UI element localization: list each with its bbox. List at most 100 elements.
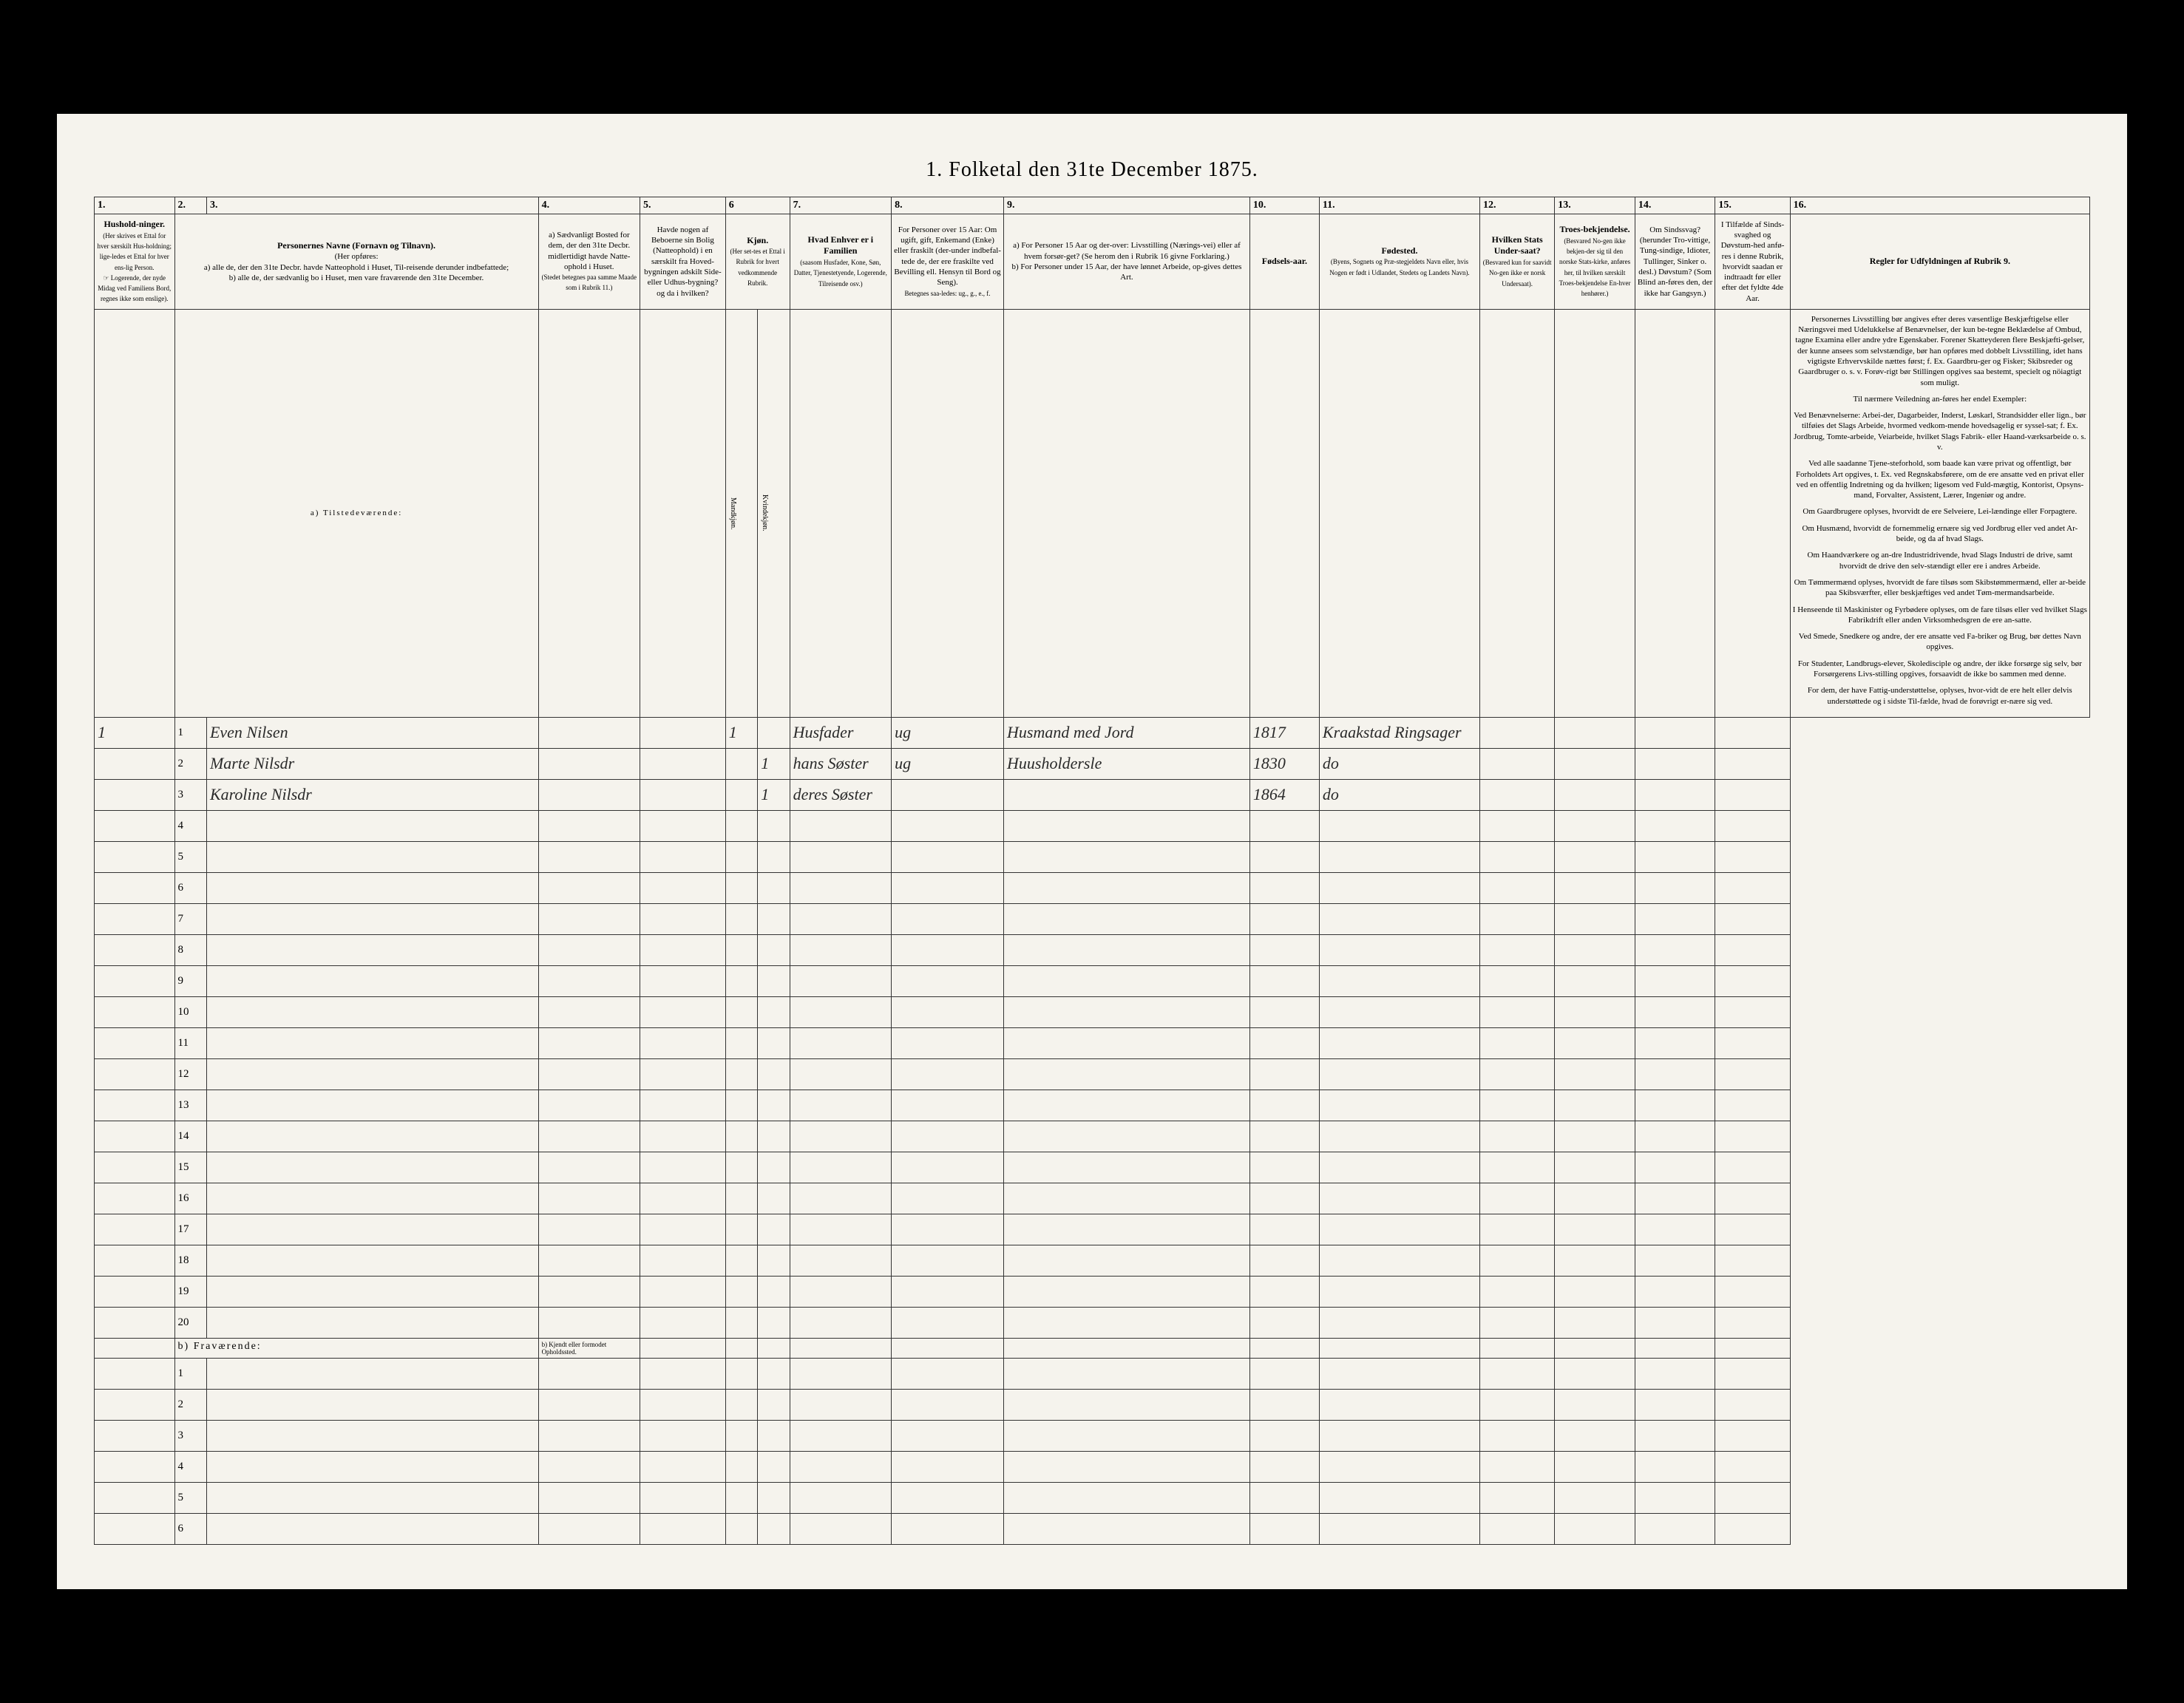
- row-num: 12: [174, 1058, 206, 1090]
- row-num: 15: [174, 1152, 206, 1183]
- row-num: 3: [174, 1420, 206, 1451]
- header-row: Hushold-ninger. (Her skrives et Ettal fo…: [95, 214, 2090, 310]
- table-row: 11: [95, 1027, 2090, 1058]
- fam-cell: [95, 748, 175, 779]
- table-row: 13: [95, 1090, 2090, 1121]
- row-num: 6: [174, 872, 206, 903]
- row-num: 20: [174, 1307, 206, 1338]
- row-num: 3: [174, 779, 206, 810]
- row-num: 19: [174, 1276, 206, 1307]
- female-cell: 1: [758, 748, 790, 779]
- col-num: 1.: [95, 197, 175, 214]
- instr-p6: Om Husmænd, hvorvidt de fornemmelig ernæ…: [1793, 523, 2087, 545]
- table-row: 14: [95, 1121, 2090, 1152]
- instr-p7: Om Haandværkere og an-dre Industridriven…: [1793, 550, 2087, 571]
- h4: a) Sædvanligt Bosted for dem, der den 31…: [538, 214, 640, 310]
- h6-m: Mandkjøn.: [725, 309, 757, 717]
- absent-col4: b) Kjendt eller formodet Opholdssted.: [538, 1338, 640, 1358]
- table-row: 20: [95, 1307, 2090, 1338]
- absent-header-row: b) Fraværende: b) Kjendt eller formodet …: [95, 1338, 2090, 1358]
- row-num: 8: [174, 934, 206, 965]
- page-title: 1. Folketal den 31te December 1875.: [94, 158, 2090, 182]
- col-num: 16.: [1790, 197, 2089, 214]
- h11: Fødested. (Byens, Sognets og Præ-stegjel…: [1319, 214, 1479, 310]
- name-cell: Even Nilsen: [206, 717, 538, 748]
- instr-p4: Ved alle saadanne Tjene-steforhold, som …: [1793, 458, 2087, 500]
- h1-label: Hushold-ninger.: [104, 219, 165, 229]
- table-row: 5: [95, 1482, 2090, 1513]
- table-row: 6: [95, 872, 2090, 903]
- col-num: 11.: [1319, 197, 1479, 214]
- col-num: 12.: [1480, 197, 1555, 214]
- instr-p2: Til nærmere Veiledning an-føres her ende…: [1793, 394, 2087, 404]
- row-num: 5: [174, 841, 206, 872]
- h9-b: b) For Personer under 15 Aar, der have l…: [1012, 262, 1242, 282]
- row-num: 1: [174, 717, 206, 748]
- h3-b: b) alle de, der sædvanlig bo i Huset, me…: [229, 273, 484, 282]
- h8: For Personer over 15 Aar: Om ugift, gift…: [892, 214, 1004, 310]
- instr-p3: Ved Benævnelserne: Arbei-der, Dagarbeide…: [1793, 410, 2087, 452]
- col-num: 6: [725, 197, 790, 214]
- year-cell: 1864: [1249, 779, 1319, 810]
- occupation-cell: Huusholdersle: [1004, 748, 1250, 779]
- h13-sub: (Besvared No-gen ikke bekjen-der sig til…: [1559, 237, 1631, 297]
- table-row: 1: [95, 1358, 2090, 1389]
- h6-label: Kjøn.: [747, 235, 768, 245]
- row-num: 9: [174, 965, 206, 996]
- table-row: 8: [95, 934, 2090, 965]
- instr-p10: Ved Smede, Snedkere og andre, der ere an…: [1793, 631, 2087, 653]
- h10-label: Fødsels-aar.: [1262, 256, 1307, 266]
- female-cell: 1: [758, 779, 790, 810]
- present-section: a) Tilstedeværende:: [174, 309, 538, 717]
- table-row: 16: [95, 1183, 2090, 1214]
- h14: Om Sindssvag? (herunder Tro-vittige, Tun…: [1635, 214, 1715, 310]
- table-row: 12: [95, 1058, 2090, 1090]
- col-num: 15.: [1715, 197, 1790, 214]
- male-cell: [725, 779, 757, 810]
- place-cell: do: [1319, 779, 1479, 810]
- h8-note: Betegnes saa-ledes: ug., g., e., f.: [905, 290, 991, 297]
- table-row: 18: [95, 1245, 2090, 1276]
- h9-a: a) For Personer 15 Aar og der-over: Livs…: [1013, 241, 1241, 260]
- col-num: 10.: [1249, 197, 1319, 214]
- census-form-page: 1. Folketal den 31te December 1875. 1. 2…: [57, 114, 2127, 1589]
- h1-note: ☞ Logerende, der nyde Midag ved Familien…: [98, 274, 171, 303]
- row-num: 4: [174, 810, 206, 841]
- h12-sub: (Besvared kun for saavidt No-gen ikke er…: [1483, 259, 1552, 288]
- year-cell: 1817: [1249, 717, 1319, 748]
- h13-label: Troes-bekjendelse.: [1559, 224, 1629, 234]
- h11-sub: (Byens, Sognets og Præ-stegjeldets Navn …: [1329, 258, 1469, 276]
- female-cell: [758, 717, 790, 748]
- h10: Fødsels-aar.: [1249, 214, 1319, 310]
- h7-label: Hvad Enhver er i Familien: [808, 234, 874, 256]
- h3-label: Personernes Navne (Fornavn og Tilnavn).: [277, 240, 435, 251]
- occupation-cell: Husmand med Jord: [1004, 717, 1250, 748]
- status-cell: ug: [892, 717, 1004, 748]
- row-num: 4: [174, 1451, 206, 1482]
- instr-p8: Om Tømmermænd oplyses, hvorvidt de fare …: [1793, 577, 2087, 599]
- h12: Hvilken Stats Under-saat? (Besvared kun …: [1480, 214, 1555, 310]
- fam-cell: 1: [95, 717, 175, 748]
- h7-sub: (saasom Husfader, Kone, Søn, Datter, Tje…: [794, 259, 887, 288]
- relation-cell: deres Søster: [790, 779, 891, 810]
- h3: Personernes Navne (Fornavn og Tilnavn). …: [174, 214, 538, 310]
- table-row: 6: [95, 1513, 2090, 1544]
- census-table: 1. 2. 3. 4. 5. 6 7. 8. 9. 10. 11. 12. 13…: [94, 197, 2090, 1545]
- table-row: 3 Karoline Nilsdr 1 deres Søster 1864 do: [95, 779, 2090, 810]
- col-num: 2.: [174, 197, 206, 214]
- table-row: 9: [95, 965, 2090, 996]
- table-row: 19: [95, 1276, 2090, 1307]
- col-num: 8.: [892, 197, 1004, 214]
- instr-p11: For Studenter, Landbrugs-elever, Skoledi…: [1793, 659, 2087, 680]
- table-row: 3: [95, 1420, 2090, 1451]
- col-num: 3.: [206, 197, 538, 214]
- table-row: 2 Marte Nilsdr 1 hans Søster ug Huushold…: [95, 748, 2090, 779]
- col-num: 9.: [1004, 197, 1250, 214]
- h3-a: a) alle de, der den 31te Decbr. havde Na…: [204, 263, 509, 272]
- row-num: 2: [174, 1389, 206, 1420]
- instr-p9: I Henseende til Maskinister og Fyrbødere…: [1793, 605, 2087, 626]
- row-num: 6: [174, 1513, 206, 1544]
- h4-note: (Stedet betegnes paa samme Maade som i R…: [542, 273, 637, 291]
- h8-text: For Personer over 15 Aar: Om ugift, gift…: [894, 225, 1001, 287]
- h15: I Tilfælde af Sinds-svaghed og Døvstum-h…: [1715, 214, 1790, 310]
